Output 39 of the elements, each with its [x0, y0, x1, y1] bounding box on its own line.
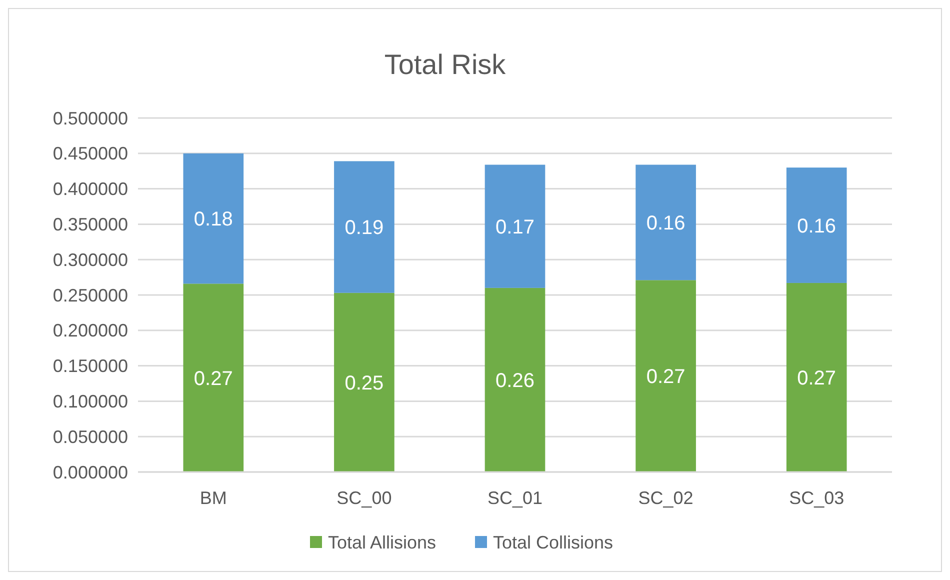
x-tick-label: BM [200, 488, 227, 508]
data-label: 0.27 [194, 368, 233, 390]
y-tick-label: 0.400000 [52, 179, 128, 200]
chart-title: Total Risk [384, 49, 507, 80]
x-tick-label: SC_01 [487, 488, 543, 508]
x-tick-label: SC_03 [789, 488, 844, 508]
legend-label: Total Allisions [328, 532, 436, 552]
bar [334, 292, 394, 472]
bar [484, 288, 546, 472]
y-tick-label: 0.350000 [52, 214, 128, 234]
data-label: 0.19 [344, 217, 384, 240]
y-tick-label: 0.300000 [52, 250, 128, 270]
bar [183, 284, 244, 472]
x-tick-label: SC_02 [638, 488, 694, 508]
legend-label: Total Collisions [493, 532, 614, 552]
x-tick-label: SC_00 [336, 488, 392, 508]
bar [786, 168, 847, 283]
data-label: 0.27 [797, 367, 836, 390]
y-tick-label: 0.150000 [52, 356, 128, 376]
data-label: 0.27 [646, 366, 686, 388]
data-label: 0.17 [496, 216, 534, 238]
y-tick-label: 0.250000 [52, 285, 128, 306]
y-tick-label: 0.050000 [52, 426, 128, 447]
data-label: 0.16 [646, 212, 686, 234]
y-tick-label: 0.500000 [52, 108, 128, 128]
y-tick-label: 0.000000 [52, 462, 128, 482]
data-label: 0.16 [797, 215, 836, 238]
data-label: 0.18 [194, 208, 233, 231]
bar [484, 164, 546, 288]
data-label: 0.26 [496, 370, 534, 392]
y-tick-label: 0.450000 [52, 144, 128, 164]
bar [636, 280, 696, 472]
bar [334, 161, 394, 293]
bar [183, 153, 244, 284]
y-tick-label: 0.200000 [52, 320, 128, 341]
y-tick-label: 0.100000 [52, 392, 128, 412]
data-label: 0.25 [344, 372, 384, 394]
bar [636, 164, 696, 280]
bar [786, 282, 847, 472]
